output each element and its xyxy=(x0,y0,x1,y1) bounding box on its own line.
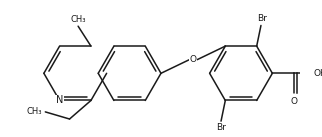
Text: N: N xyxy=(56,95,63,105)
Text: CH₃: CH₃ xyxy=(27,107,43,116)
Text: OH: OH xyxy=(313,69,322,78)
Text: CH₃: CH₃ xyxy=(70,15,86,24)
Text: Br: Br xyxy=(257,14,267,23)
Text: O: O xyxy=(290,97,297,106)
Text: O: O xyxy=(190,55,197,64)
Text: Br: Br xyxy=(216,123,226,132)
